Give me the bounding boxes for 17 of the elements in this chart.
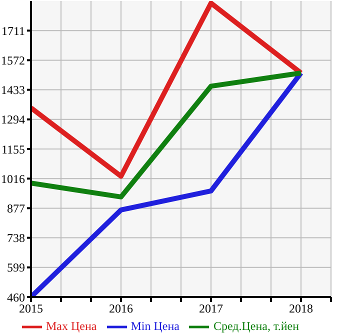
- x-tick-label: 2018: [289, 302, 314, 316]
- x-tick-label: 2017: [199, 302, 223, 316]
- y-tick-label: 1294: [1, 112, 25, 127]
- y-tick-label: 1711: [1, 24, 25, 38]
- legend-label: Min Цена: [130, 318, 180, 333]
- legend-label: Max Цена: [46, 318, 97, 333]
- legend-label: Сред.Цена, т.йен: [213, 318, 300, 333]
- y-tick-label: 1572: [1, 53, 25, 68]
- y-tick-label: 1016: [1, 172, 25, 186]
- y-tick-label: 1433: [1, 83, 25, 98]
- y-tick-label: 460: [7, 290, 25, 304]
- y-tick-label: 738: [7, 231, 25, 246]
- y-tick-label: 1155: [1, 142, 25, 156]
- y-tick-label: 599: [7, 260, 25, 275]
- x-tick-label: 2015: [19, 302, 43, 316]
- x-tick-label: 2016: [109, 302, 133, 316]
- y-tick-label: 877: [7, 201, 25, 216]
